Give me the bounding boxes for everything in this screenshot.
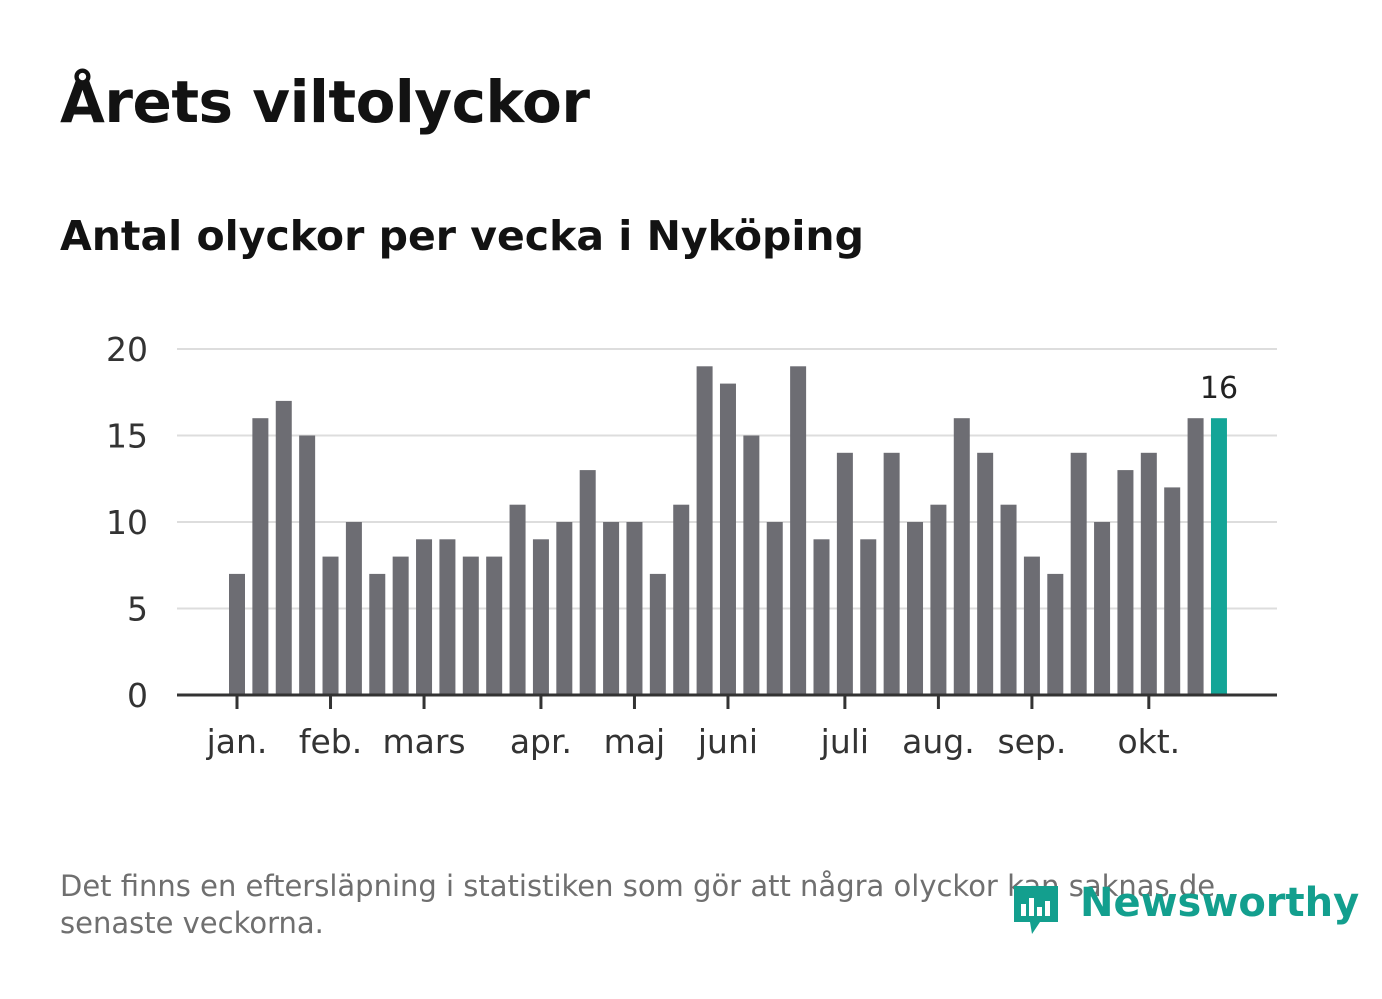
bar — [673, 504, 690, 695]
bar — [766, 522, 783, 695]
bar — [930, 504, 947, 695]
bar — [1094, 522, 1111, 695]
bar — [1140, 452, 1157, 695]
bar — [743, 435, 760, 695]
bar-chart-speech-bubble-icon — [1014, 886, 1058, 934]
bar — [556, 522, 573, 695]
x-tick-label: mars — [382, 722, 465, 761]
bar-chart: 0 5 10 15 20 16 jan. feb. mars apr. maj juni juli aug… — [106, 330, 1277, 761]
bar — [1117, 470, 1134, 695]
x-tick-label: maj — [604, 722, 666, 761]
x-tick-label: aug. — [902, 722, 975, 761]
bar — [275, 400, 292, 695]
bar — [883, 452, 900, 695]
bar — [462, 556, 479, 695]
bar — [977, 452, 994, 695]
bar — [392, 556, 409, 695]
bar — [486, 556, 503, 695]
newsworthy-logo: Newsworthy — [1010, 878, 1359, 942]
bar — [322, 556, 339, 695]
bar — [953, 418, 970, 695]
bar — [579, 470, 596, 695]
x-tick-label: okt. — [1117, 722, 1180, 761]
bar — [369, 573, 386, 695]
logo-text: Newsworthy — [1080, 880, 1360, 926]
bar — [813, 539, 830, 695]
bar — [439, 539, 456, 695]
bar — [299, 435, 316, 695]
x-tick-label: juni — [697, 722, 758, 761]
bar — [252, 418, 269, 695]
bar — [1047, 573, 1064, 695]
bar — [1164, 487, 1181, 695]
y-tick-label: 20 — [106, 330, 148, 369]
x-tick-label: juli — [820, 722, 869, 761]
bar — [603, 522, 620, 695]
bar — [345, 522, 362, 695]
y-tick-label: 15 — [106, 417, 148, 456]
bar — [626, 522, 643, 695]
y-tick-label: 0 — [127, 676, 148, 715]
chart-subtitle: Antal olyckor per vecka i Nyköping — [60, 212, 864, 260]
bar — [1187, 418, 1204, 695]
data-label: 16 — [1200, 371, 1238, 406]
bar — [416, 539, 433, 695]
x-tick-label: apr. — [510, 722, 572, 761]
bar — [860, 539, 877, 695]
x-tick-label: jan. — [206, 722, 268, 761]
bar — [1070, 452, 1087, 695]
x-tick-label: feb. — [299, 722, 362, 761]
bar — [649, 573, 666, 695]
bar — [790, 366, 807, 695]
bar — [532, 539, 549, 695]
bar-highlight — [1210, 418, 1227, 695]
bar — [1000, 504, 1017, 695]
x-tick-label: sep. — [997, 722, 1066, 761]
y-tick-label: 10 — [106, 503, 148, 542]
bar — [836, 452, 853, 695]
bar — [907, 522, 924, 695]
bar — [1023, 556, 1040, 695]
bar — [229, 573, 245, 695]
chart-title: Årets viltolyckor — [60, 68, 590, 136]
y-tick-label: 5 — [127, 590, 148, 629]
bar — [696, 366, 713, 695]
bar — [509, 504, 526, 695]
bar — [719, 383, 736, 695]
